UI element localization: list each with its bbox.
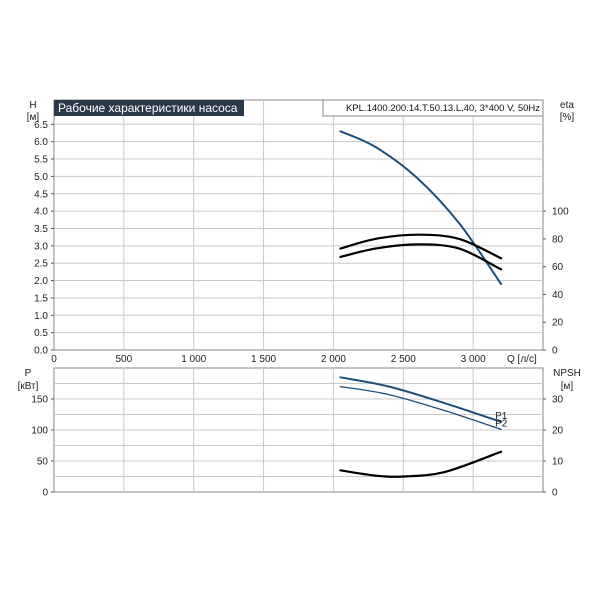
bottom-series-line-2: [339, 385, 502, 431]
top-right-tick-label: 100: [552, 207, 569, 218]
bottom-series-line-1: [339, 376, 503, 423]
top-left-tick-label: 2.5: [34, 259, 48, 270]
top-series: [339, 130, 503, 285]
x-tick-label: 0: [51, 354, 57, 365]
bottom-left-tick-label: 0: [42, 488, 48, 499]
top-left-tick-label: 4.5: [34, 189, 48, 200]
bottom-right-tick-label: 20: [552, 426, 564, 437]
top-left-axis-unit: [м]: [27, 112, 40, 123]
x-tick-label: 1 000: [181, 354, 206, 365]
bottom-left-axis-label: P: [25, 368, 32, 379]
x-tick-label: 2 000: [321, 354, 346, 365]
top-series-line-2: [339, 233, 503, 260]
top-left-tick-label: 6.5: [34, 120, 48, 131]
top-left-axis-label: H: [29, 100, 36, 111]
x-tick-label: 500: [116, 354, 133, 365]
bottom-left-axis-unit: [кВт]: [18, 381, 39, 392]
top-left-tick-label: 1.0: [34, 311, 48, 322]
model-label-box: [322, 99, 544, 117]
top-left-tick-label: 6.0: [34, 137, 48, 148]
bottom-right-tick-label: 0: [552, 488, 558, 499]
bottom-ticks: 0 50 100 150 0 10 20 30: [31, 395, 563, 499]
bottom-right-tick-label: 10: [552, 457, 564, 468]
bottom-right-axis-unit: [м]: [561, 381, 574, 392]
bottom-series-line-3: [339, 450, 503, 478]
top-left-tick-label: 3.0: [34, 241, 48, 252]
top-left-tick-label: 4.0: [34, 207, 48, 218]
chart-title: Рабочие характеристики насоса: [58, 101, 238, 115]
x-tick-label: 1 500: [251, 354, 276, 365]
top-series-line-3: [339, 243, 503, 271]
top-grid: [54, 100, 543, 350]
top-left-tick-label: 5.0: [34, 172, 48, 183]
top-right-tick-label: 0: [552, 346, 558, 357]
x-tick-label: 3 000: [461, 354, 486, 365]
top-right-tick-label: 60: [552, 262, 564, 273]
x-axis-label: Q [л/с]: [507, 354, 537, 365]
bottom-left-tick-label: 50: [37, 457, 49, 468]
bottom-left-tick-label: 100: [31, 426, 48, 437]
top-right-axis-label: eta: [560, 100, 574, 111]
top-left-tick-label: 3.5: [34, 224, 48, 235]
series-label-p2: P2: [495, 418, 508, 429]
top-right-axis-unit: [%]: [560, 112, 575, 123]
top-left-tick-label: 0.5: [34, 328, 48, 339]
model-label: KPL.1400.200.14.T.50.13.L.40, 3*400 V, 5…: [346, 103, 540, 114]
top-ticks: 0.0 0.5 1.0 1.5 2.0 2.5 3.0 3.5 4.0 4.5 5.0 5.5 6.0 6…: [34, 120, 569, 365]
chart-title-box: [54, 100, 244, 116]
top-left-tick-label: 2.0: [34, 276, 48, 287]
bottom-right-axis-label: NPSH: [553, 368, 581, 379]
bottom-left-tick-label: 150: [31, 395, 48, 406]
bottom-right-tick-label: 30: [552, 395, 564, 406]
top-right-tick-label: 40: [552, 290, 564, 301]
top-left-tick-label: 5.5: [34, 155, 48, 166]
top-right-tick-label: 80: [552, 234, 564, 245]
top-plot-area: [53, 99, 544, 351]
top-right-tick-label: 20: [552, 318, 564, 329]
series-label-p1: P1: [495, 411, 508, 422]
x-tick-label: 2 500: [391, 354, 416, 365]
top-left-tick-label: 0.0: [34, 346, 48, 357]
bottom-grid: [54, 368, 543, 492]
top-left-tick-label: 1.5: [34, 293, 48, 304]
